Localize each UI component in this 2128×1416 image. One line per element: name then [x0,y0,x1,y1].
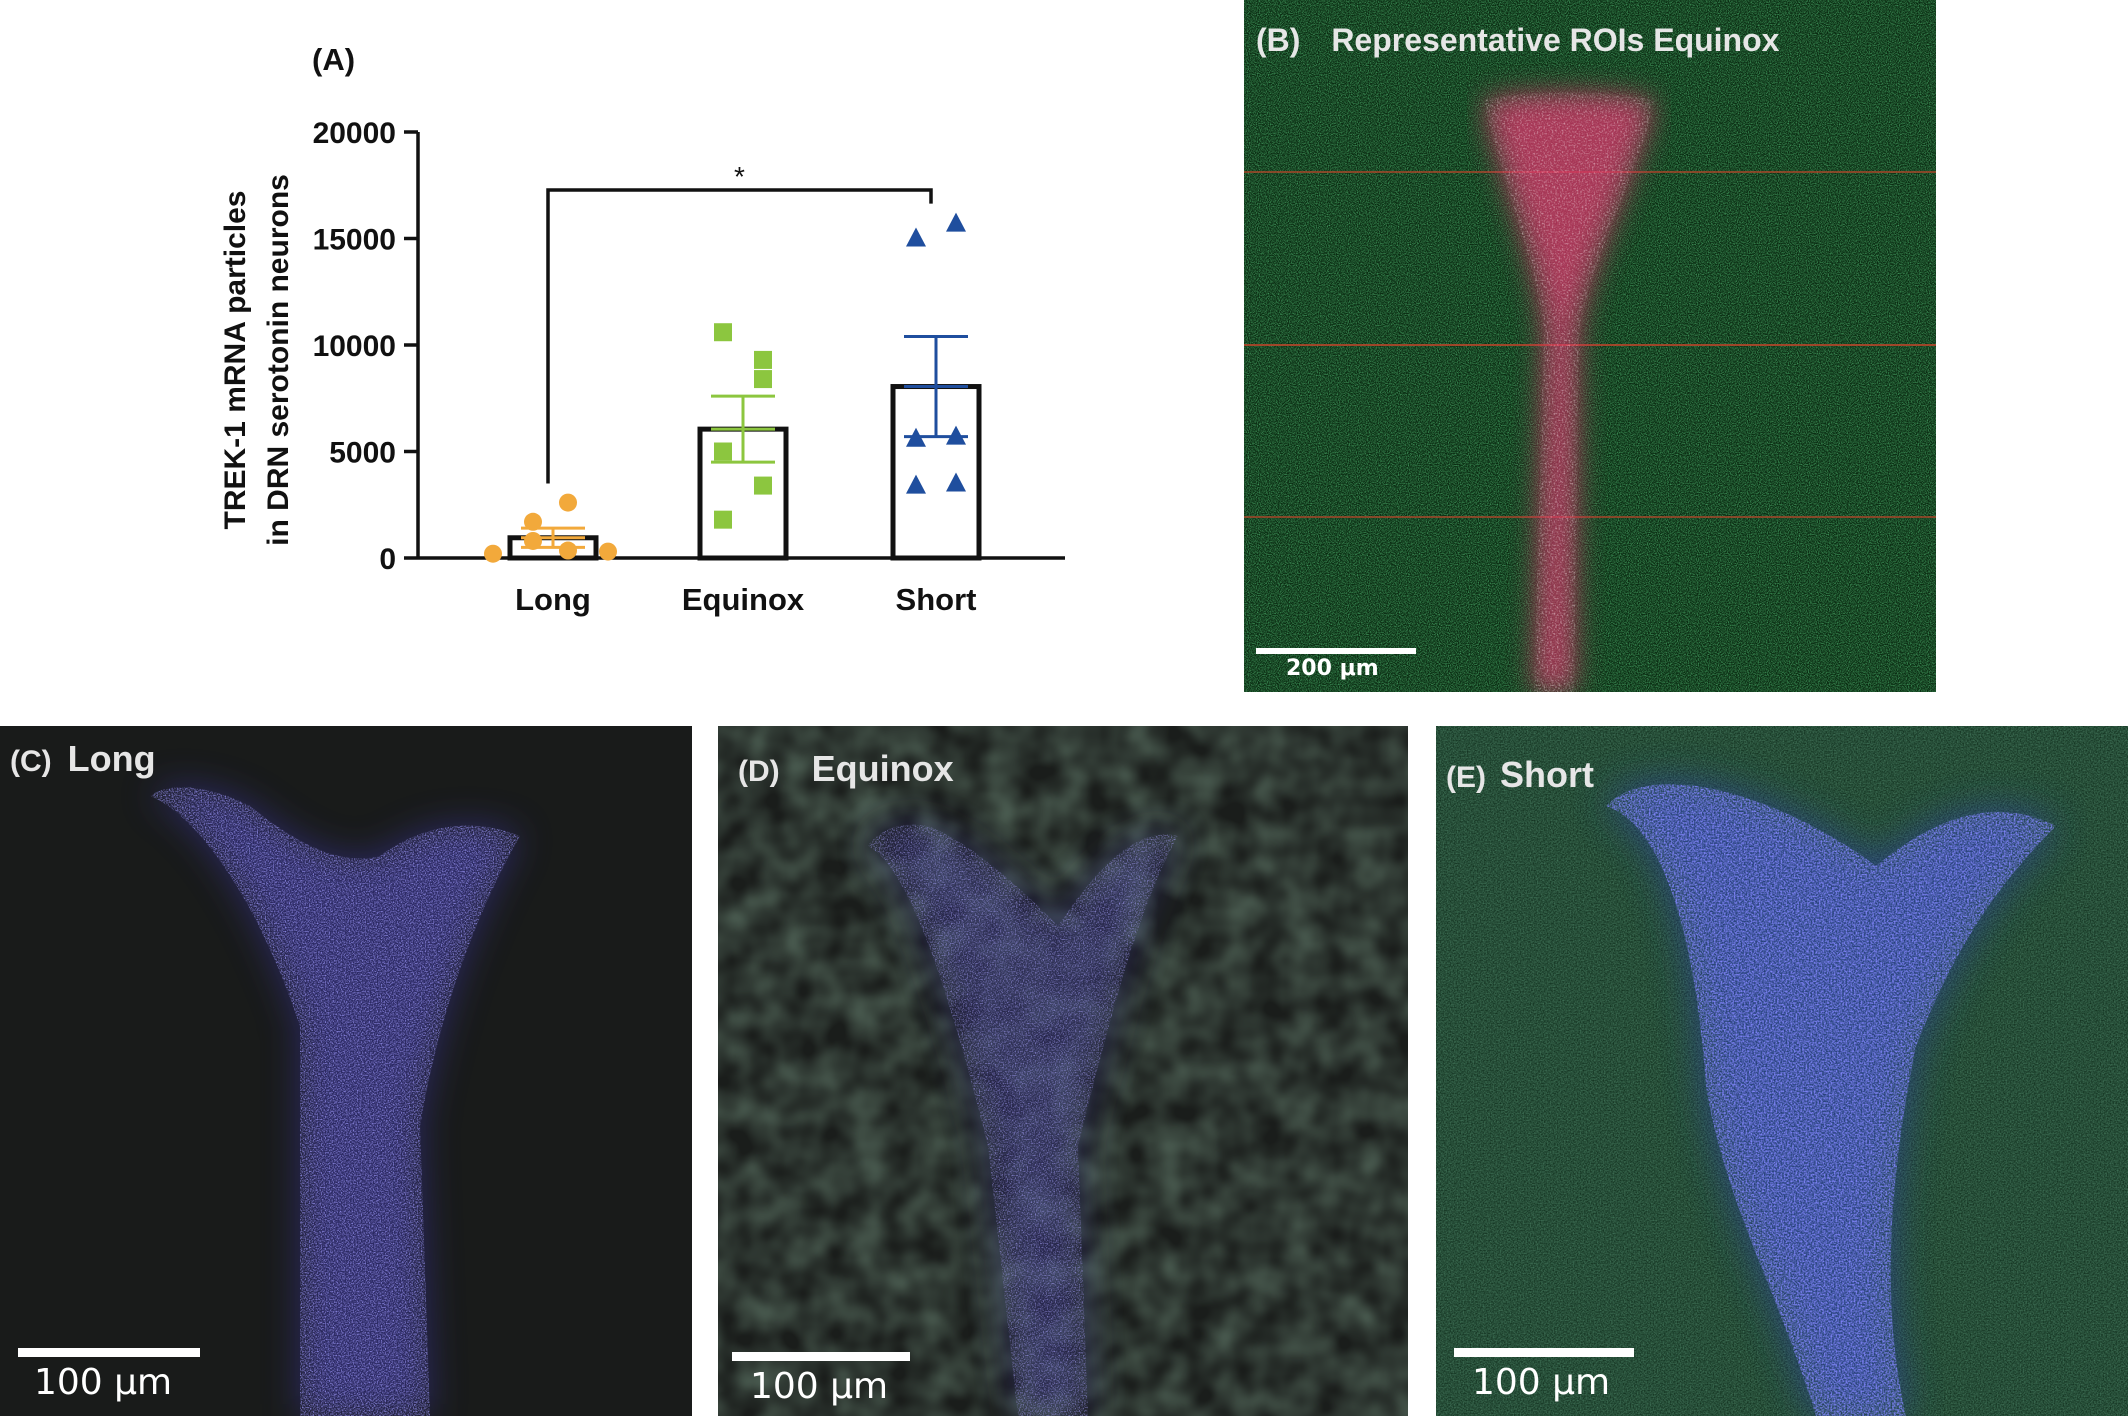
significance-bracket [546,188,933,484]
panel-c-fluorescence [0,726,692,1416]
y-tick-label: 20000 [313,117,396,150]
scale-bar-label: 100 μm [750,1366,889,1407]
scale-bar [18,1348,200,1357]
data-point [754,370,772,389]
data-point [599,542,617,561]
data-point [484,544,502,563]
data-point [559,493,577,512]
panel-d-label: (D) [738,755,780,788]
panel-d-image: (D) Equinox 100 μm [718,726,1408,1416]
scale-bar-label: 100 μm [34,1362,173,1403]
y-axis-label-line2: in DRN serotonin neurons [262,174,295,546]
data-point [714,510,732,529]
bar-chart: (A) TREK-1 mRNA particles in DRN seroton… [219,42,1065,617]
y-axis-label-line1: TREK-1 mRNA particles [219,191,252,530]
scale-bar [1454,1348,1634,1357]
panel-c-label: (C) [10,745,52,778]
x-tick-label: Short [896,582,977,617]
panel-b-label: (B) [1256,22,1301,58]
scale-bar [732,1352,910,1361]
y-tick-label: 0 [379,543,396,576]
data-point [946,212,966,232]
panel-e-title: Short [1500,754,1595,795]
data-point [754,476,772,495]
scale-bar [1256,648,1416,654]
scale-bar-label: 100 μm [1472,1362,1611,1403]
panel-e-fluorescence [1436,726,2128,1416]
data-point [906,227,926,247]
panel-d-fluorescence [718,726,1408,1416]
panel-b-image: (B) Representative ROIs Equinox 200 μm [1244,0,1936,692]
x-tick-label: Long [515,582,591,617]
scale-bar-label: 200 μm [1286,656,1379,681]
x-tick-label: Equinox [682,582,805,617]
panel-e-image: (E) Short 100 μm [1436,726,2128,1416]
data-point [524,512,542,531]
data-point [524,531,542,550]
data-point [906,427,926,447]
data-point [714,442,732,461]
panel-b-fluorescence [1244,0,1936,692]
data-point [946,425,966,445]
significance-label: * [734,161,745,192]
panel-b-title: Representative ROIs Equinox [1331,22,1780,58]
panel-a-label: (A) [312,42,355,77]
panel-c-image: (C) Long 100 μm [0,726,692,1416]
y-tick-label: 15000 [313,224,396,257]
data-point [946,472,966,492]
panel-e-label: (E) [1446,761,1486,794]
y-tick-label: 5000 [329,437,396,470]
data-point [754,350,772,369]
panel-c-title: Long [67,738,156,779]
data-point [714,323,732,342]
y-tick-label: 10000 [313,330,396,363]
data-point [906,474,926,494]
data-point [559,541,577,560]
panel-d-title: Equinox [811,748,954,789]
